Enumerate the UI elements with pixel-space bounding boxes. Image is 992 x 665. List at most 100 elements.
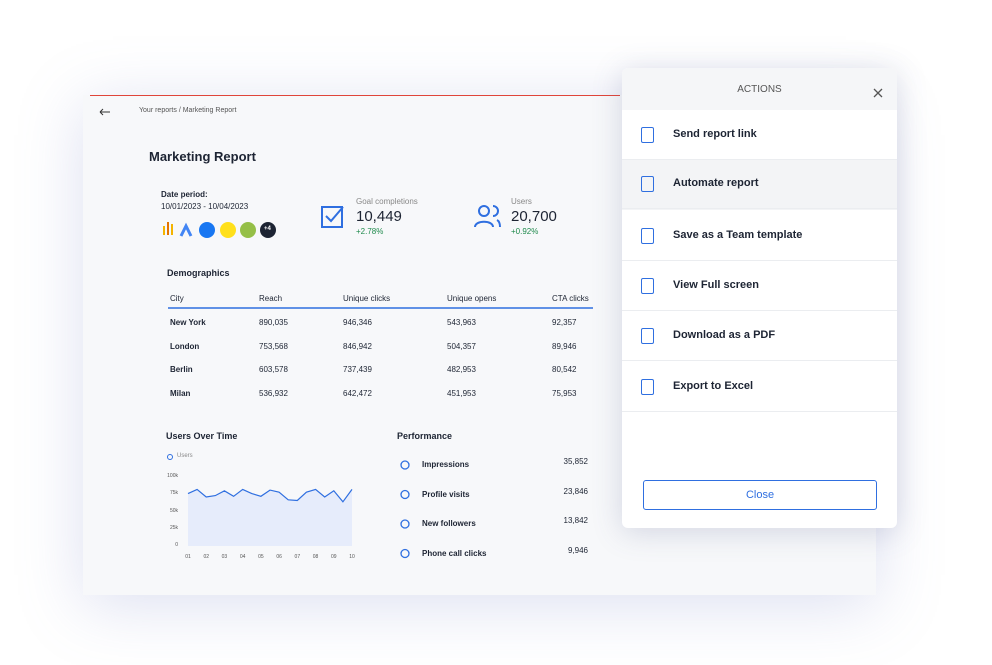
table-cell: 451,953 bbox=[447, 389, 476, 399]
action-item[interactable]: View Full screen bbox=[673, 279, 760, 291]
table-cell: 75,953 bbox=[552, 389, 577, 399]
goal-icon bbox=[321, 206, 343, 228]
table-cell: 80,542 bbox=[552, 365, 577, 375]
users-icon bbox=[474, 205, 501, 228]
close-button[interactable]: Close bbox=[643, 480, 877, 510]
kpi-change: +0.92% bbox=[511, 227, 539, 236]
table-cell: 737,439 bbox=[343, 365, 372, 375]
back-arrow[interactable] bbox=[99, 108, 110, 116]
x-tick-label: 04 bbox=[239, 554, 246, 560]
performance-icon bbox=[400, 519, 410, 529]
report-title: Marketing Report bbox=[149, 149, 256, 164]
action-item[interactable]: Export to Excel bbox=[673, 380, 754, 392]
users-area bbox=[188, 489, 352, 546]
x-tick-label: 05 bbox=[258, 554, 264, 560]
performance-value: 35,852 bbox=[563, 457, 588, 466]
x-tick-label: 01 bbox=[185, 554, 191, 560]
breadcrumb: Your reports / Marketing Report bbox=[139, 107, 237, 114]
kpi-value: 10,449 bbox=[356, 208, 402, 225]
action-item[interactable]: Download as a PDF bbox=[673, 329, 776, 341]
table-header: Reach bbox=[259, 294, 283, 303]
action-item[interactable]: Send report link bbox=[673, 128, 757, 140]
more-sources: +4 bbox=[264, 226, 271, 232]
table-cell: 89,946 bbox=[552, 341, 577, 351]
separator bbox=[622, 310, 897, 311]
table-header: CTA clicks bbox=[552, 294, 589, 303]
section-title: Users Over Time bbox=[166, 431, 238, 441]
performance-label: Impressions bbox=[422, 460, 470, 469]
table-cell: 543,963 bbox=[447, 318, 476, 327]
panel-title: ACTIONS bbox=[737, 84, 782, 95]
x-tick-label: 06 bbox=[276, 554, 282, 560]
table-cell: 753,568 bbox=[259, 341, 288, 351]
users-icon bbox=[478, 205, 490, 217]
table-cell: 946,346 bbox=[343, 318, 372, 327]
action-icon bbox=[641, 379, 654, 395]
separator bbox=[622, 360, 897, 361]
action-icon bbox=[641, 127, 654, 143]
y-tick-label: 50k bbox=[169, 507, 178, 514]
performance-label: Profile visits bbox=[422, 489, 470, 499]
performance-label: Phone call clicks bbox=[422, 548, 487, 558]
table-cell: 603,578 bbox=[259, 365, 288, 375]
table-header: Unique clicks bbox=[343, 294, 391, 303]
table-cell: 504,357 bbox=[447, 341, 476, 351]
action-icon bbox=[641, 278, 654, 294]
table-cell: London bbox=[170, 341, 200, 351]
source-icon bbox=[171, 224, 173, 235]
source-icon bbox=[179, 222, 193, 237]
accent-line bbox=[90, 95, 620, 96]
table-cell: 642,472 bbox=[343, 389, 372, 399]
table-header: Unique opens bbox=[447, 294, 497, 303]
x-tick-label: 09 bbox=[330, 554, 337, 560]
kpi-change: +2.78% bbox=[356, 227, 384, 236]
performance-icon bbox=[400, 460, 410, 470]
x-tick-label: 07 bbox=[294, 554, 301, 560]
y-tick-label: 100k bbox=[167, 473, 178, 479]
table-cell: 482,953 bbox=[447, 365, 476, 375]
date-range: 10/01/2023 - 10/04/2023 bbox=[161, 202, 249, 211]
action-icon bbox=[641, 176, 654, 192]
separator bbox=[622, 208, 897, 209]
table-cell: New York bbox=[170, 318, 206, 327]
table-cell: Milan bbox=[170, 389, 191, 399]
action-icon bbox=[641, 328, 654, 344]
separator bbox=[622, 159, 897, 160]
performance-label: New followers bbox=[422, 519, 476, 528]
date-label: Date period: bbox=[161, 190, 208, 199]
table-cell: 536,932 bbox=[259, 389, 288, 399]
table-cell: 846,942 bbox=[343, 341, 372, 351]
y-tick-label: 0 bbox=[175, 542, 178, 548]
performance-value: 23,846 bbox=[563, 486, 588, 496]
legend-label: Users bbox=[177, 453, 193, 459]
performance-icon bbox=[400, 548, 410, 559]
users-line bbox=[187, 488, 353, 503]
table-cell: Berlin bbox=[170, 365, 193, 375]
source-icon bbox=[220, 222, 236, 238]
action-item[interactable]: Save as a Team template bbox=[673, 229, 803, 241]
source-icon bbox=[260, 222, 276, 238]
source-icon bbox=[240, 222, 256, 238]
separator bbox=[622, 411, 897, 412]
kpi-label: Users bbox=[511, 197, 532, 206]
legend-marker bbox=[167, 454, 173, 460]
source-icon bbox=[199, 222, 215, 238]
section-title: Performance bbox=[397, 431, 453, 441]
actions-panel: ACTIONS Send report link Automate report Sa… bbox=[622, 68, 897, 528]
separator bbox=[622, 260, 897, 261]
performance-value: 9,946 bbox=[567, 545, 588, 555]
x-tick-label: 08 bbox=[312, 554, 319, 560]
table-header: City bbox=[170, 294, 184, 303]
action-item[interactable]: Automate report bbox=[673, 177, 759, 189]
x-tick-label: 10 bbox=[349, 554, 355, 560]
x-tick-label: 02 bbox=[203, 554, 209, 560]
kpi-label: Goal completions bbox=[356, 197, 418, 206]
performance-icon bbox=[400, 489, 410, 500]
section-title: Demographics bbox=[167, 268, 230, 278]
close-x[interactable] bbox=[873, 85, 883, 103]
source-icon bbox=[163, 226, 165, 235]
x-tick-label: 03 bbox=[221, 554, 228, 560]
goal-icon-check bbox=[325, 206, 344, 223]
performance-value: 13,842 bbox=[563, 516, 588, 525]
